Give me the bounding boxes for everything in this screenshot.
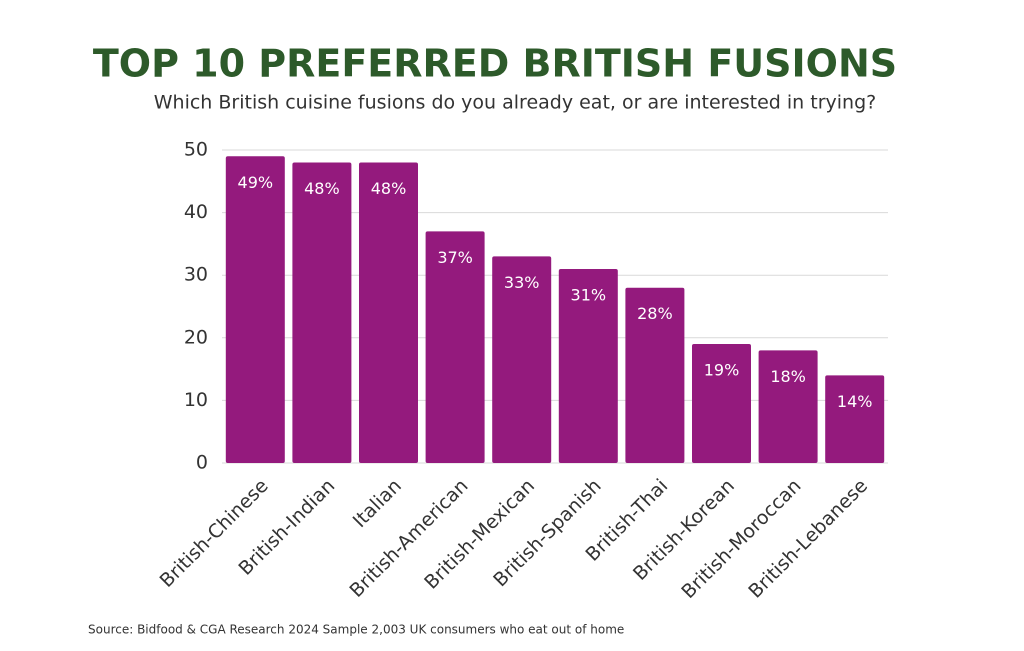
x-tick-label: British-Moroccan <box>677 475 805 603</box>
bar <box>225 156 285 463</box>
value-label: 48% <box>304 179 340 198</box>
bar <box>359 162 418 463</box>
y-tick-label: 10 <box>184 389 208 411</box>
x-tick-label: British-Lebanese <box>744 475 872 603</box>
y-tick-label: 50 <box>184 139 208 161</box>
value-label: 14% <box>837 392 873 411</box>
bar <box>692 344 751 463</box>
value-label: 49% <box>238 173 274 192</box>
value-label: 48% <box>371 179 407 198</box>
bar <box>758 350 818 463</box>
bar <box>625 287 685 463</box>
value-label: 37% <box>437 248 473 267</box>
y-tick-label: 0 <box>196 452 208 474</box>
value-label: 19% <box>704 361 740 380</box>
value-label: 33% <box>504 273 540 292</box>
bar <box>825 375 885 463</box>
value-label: 18% <box>770 367 806 386</box>
x-tick-label: Italian <box>349 475 406 532</box>
y-tick-label: 20 <box>184 326 208 348</box>
bar <box>492 256 552 463</box>
source-note: Source: Bidfood & CGA Research 2024 Samp… <box>88 623 624 637</box>
chart-title: TOP 10 PREFERRED BRITISH FUSIONS <box>93 42 897 86</box>
y-tick-label: 30 <box>184 264 208 286</box>
chart-subtitle: Which British cuisine fusions do you alr… <box>154 92 876 114</box>
bar <box>558 268 618 463</box>
value-label: 28% <box>637 304 673 323</box>
value-label: 31% <box>571 285 607 304</box>
bar <box>425 231 485 463</box>
y-tick-label: 40 <box>184 201 208 223</box>
bar <box>292 162 352 463</box>
x-tick-label: British-American <box>345 475 472 602</box>
